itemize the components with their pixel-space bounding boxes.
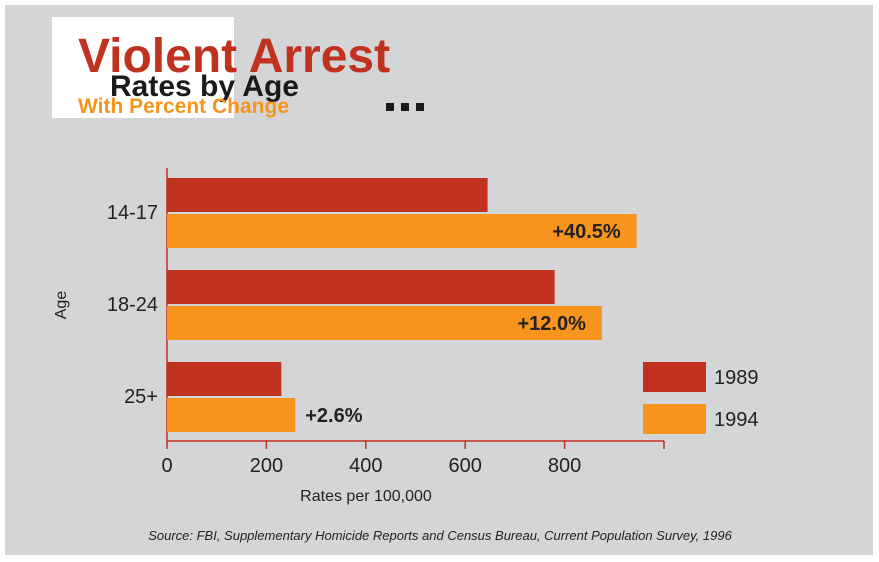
bar xyxy=(167,362,282,396)
dot xyxy=(386,103,394,111)
chart-subtitle: Rates by Age xyxy=(110,70,299,103)
title-box xyxy=(52,17,234,118)
annotation: +12.0% xyxy=(517,313,586,335)
dot xyxy=(416,103,424,111)
y-tick-label: 25+ xyxy=(124,386,158,408)
x-tick-label: 800 xyxy=(548,455,581,477)
bar xyxy=(167,214,637,248)
chart-subtitle2: With Percent Change xyxy=(78,95,289,118)
legend-swatch xyxy=(643,362,706,392)
bar xyxy=(167,270,555,304)
dot xyxy=(401,103,409,111)
source: Source: FBI, Supplementary Homicide Repo… xyxy=(148,528,732,543)
bar xyxy=(167,306,602,340)
annotation: +2.6% xyxy=(305,405,362,427)
y-axis-label: Age xyxy=(53,291,70,320)
legend-label: 1989 xyxy=(714,367,759,389)
x-tick-label: 400 xyxy=(349,455,382,477)
x-axis-label: Rates per 100,000 xyxy=(300,488,432,505)
bar xyxy=(167,178,488,212)
annotation: +40.5% xyxy=(552,221,621,243)
chart-title: Violent Arrest xyxy=(78,30,390,83)
x-tick-label: 0 xyxy=(161,455,172,477)
legend-swatch xyxy=(643,404,706,434)
legend-label: 1994 xyxy=(714,409,759,431)
y-tick-label: 18-24 xyxy=(107,294,158,316)
y-tick-label: 14-17 xyxy=(107,202,158,224)
x-tick-label: 600 xyxy=(449,455,482,477)
x-tick-label: 200 xyxy=(250,455,283,477)
bar xyxy=(167,398,296,432)
